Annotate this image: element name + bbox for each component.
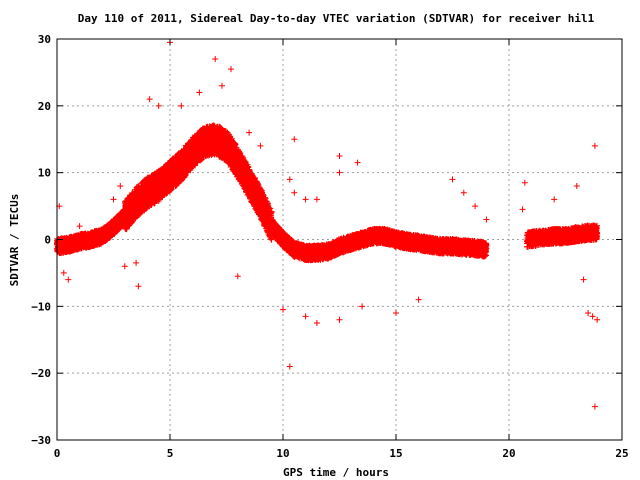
data-points bbox=[54, 39, 601, 410]
